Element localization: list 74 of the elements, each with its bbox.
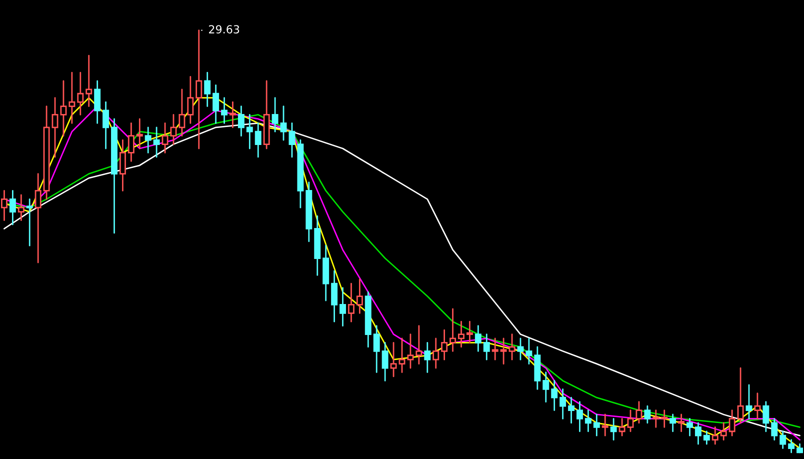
candlestick: [162, 122, 168, 154]
candlestick: [187, 76, 194, 124]
candlestick: [119, 139, 126, 192]
candlestick: [9, 190, 16, 226]
candlestick: [644, 405, 651, 424]
candlestick: [576, 401, 583, 432]
candlestick: [424, 342, 431, 373]
candlestick: [230, 101, 236, 128]
candlestick: [221, 97, 228, 124]
candlestick: [610, 418, 617, 441]
candlestick: [102, 101, 110, 150]
candlestick: [280, 106, 287, 141]
candlestick: [694, 422, 702, 445]
candlestick: [153, 126, 160, 158]
candlestick: [560, 388, 566, 420]
candlestick: [348, 282, 354, 322]
candlestick: [128, 122, 134, 162]
candlestick: [432, 338, 440, 369]
candlestick: [551, 380, 558, 411]
candlestick: [212, 84, 220, 124]
candlestick: [492, 338, 498, 360]
candlestick: [94, 80, 101, 124]
candlestick: [416, 325, 422, 365]
candlestick: [526, 338, 532, 365]
candlestick: [771, 418, 778, 441]
candlestick: [60, 80, 67, 137]
candlestick: [746, 384, 752, 420]
candlestick: [86, 54, 92, 107]
candlestick: [780, 430, 786, 449]
candlestick: [441, 329, 448, 360]
candlestick: [602, 414, 608, 436]
candlestick: [737, 367, 744, 424]
candlestick: [398, 338, 406, 373]
candlestick: [136, 118, 143, 150]
candlestick: [728, 410, 736, 436]
candlestick: [542, 372, 550, 403]
candlestick: [483, 334, 490, 360]
candlestick: [246, 114, 253, 150]
candlestick: [373, 325, 380, 373]
candlestick: [382, 342, 388, 382]
candlestick: [144, 126, 152, 154]
candlestick: [77, 72, 84, 116]
candlestick: [517, 338, 524, 360]
candlestick: [500, 338, 507, 365]
candlestick: [627, 410, 634, 432]
candlestick: [508, 334, 516, 360]
candlestick: [254, 122, 262, 158]
candlestick: [178, 88, 186, 137]
candlestick: [331, 270, 338, 322]
candlestick: [458, 320, 464, 348]
candlestick: [238, 106, 244, 137]
candlestick: [584, 410, 592, 432]
candlestick: [450, 308, 456, 352]
annotation: 29.63: [209, 25, 240, 34]
candlestick: [407, 334, 414, 369]
candlestick: [68, 72, 76, 124]
candlestick: [762, 401, 770, 432]
candlestick: [34, 173, 42, 264]
candlestick: [52, 97, 58, 158]
candlestick: [288, 122, 296, 158]
candlestick: [593, 414, 600, 436]
candlestick: [204, 72, 211, 107]
candlestick: [272, 97, 278, 132]
candlestick: [1, 190, 8, 221]
candlestick: [474, 325, 482, 352]
candlestick: [356, 278, 363, 314]
candlestick: [340, 287, 346, 327]
candlestick: [390, 342, 397, 378]
candlestick: [170, 114, 177, 145]
candlestick: [754, 392, 761, 420]
candlestick: [636, 401, 642, 424]
candlestick: [568, 396, 574, 424]
candlestick: [18, 194, 24, 221]
candlestick: [466, 320, 473, 344]
